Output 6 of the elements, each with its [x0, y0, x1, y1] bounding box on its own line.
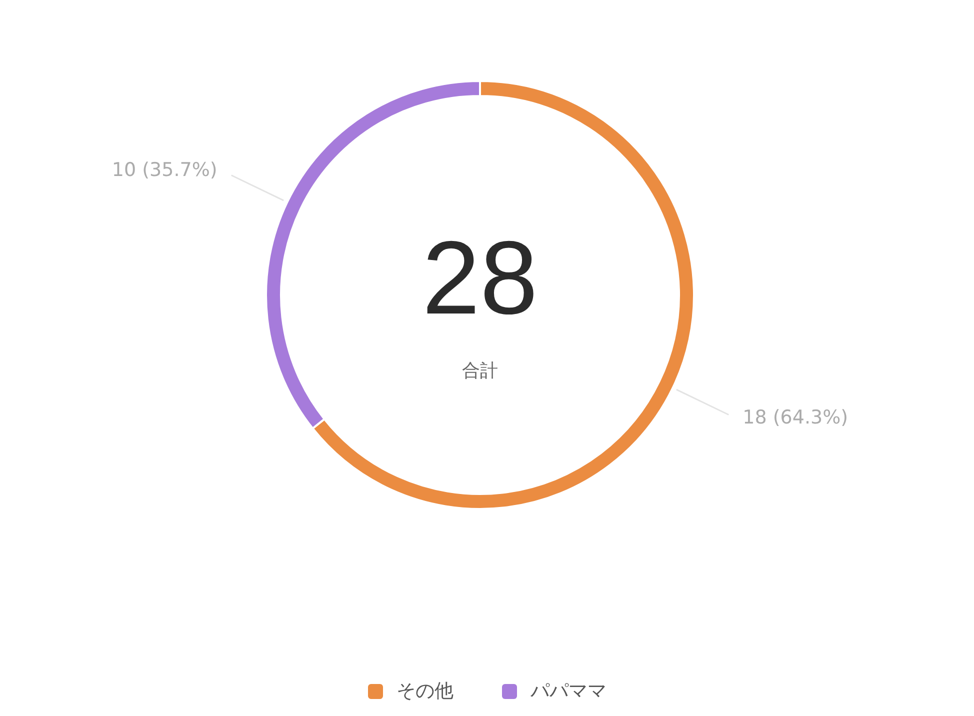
data-label: 18 (64.3%): [742, 406, 848, 429]
text: 合計: [462, 360, 498, 382]
legend-label: パパママ: [530, 679, 606, 704]
text: 28: [422, 220, 538, 337]
legend-label: その他: [396, 679, 454, 704]
data-label: 10 (35.7%): [112, 159, 218, 182]
